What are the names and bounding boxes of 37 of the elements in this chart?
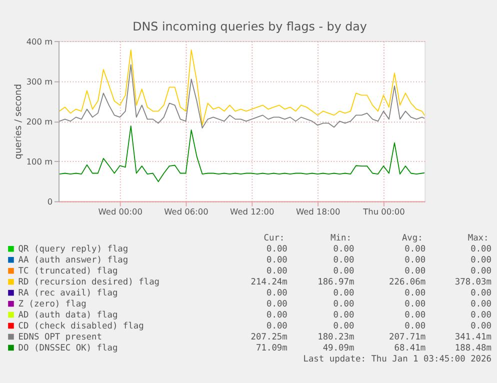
line-series [59, 49, 425, 126]
legend-label: EDNS OPT present [18, 332, 102, 342]
x-tick-label: Wed 12:00 [230, 206, 274, 217]
y-axis-title: queries / second [14, 84, 24, 160]
legend-label: RD (recursion desired) flag [18, 278, 160, 288]
x-tick-label: Wed 00:00 [98, 206, 142, 217]
x-tick-label: Wed 18:00 [296, 206, 340, 217]
text: 0.00 0.00 0.00 0.00 [266, 310, 492, 321]
legend-label: QR (query reply) flag [18, 244, 128, 255]
y-tick-label: 400 m [26, 36, 53, 46]
legend-label: Z (zero) flag [18, 300, 86, 310]
legend-label: CD (check disabled) flag [18, 322, 144, 332]
y-tick-label: 0 [47, 196, 53, 206]
legend-label: DO (DNSSEC OK) flag [18, 343, 118, 354]
x-tick-label: Wed 06:00 [164, 206, 208, 217]
y-tick-label: 200 m [26, 116, 53, 126]
legend-label: RA (rec avail) flag [18, 288, 118, 299]
text: 207.25m 180.23m 207.71m 341.41m [250, 332, 492, 342]
chart-title: DNS incoming queries by flags - by day [132, 20, 367, 34]
text: 0.00 0.00 0.00 0.00 [266, 322, 492, 332]
x-tick-label: Thu 00:00 [362, 206, 405, 217]
line-series [59, 64, 425, 128]
y-tick-label: 100 m [26, 156, 53, 166]
text: 214.24m 186.97m 226.06m 378.03m [250, 278, 492, 288]
legend-label: TC (truncated) flag [18, 266, 118, 277]
text: 0.00 0.00 0.00 0.00 [266, 244, 492, 255]
legend-label: AD (auth data) flag [18, 310, 118, 321]
text: Last update: Thu Jan 1 03:45:00 2026 [303, 354, 492, 364]
text: 0.00 0.00 0.00 0.00 [266, 256, 492, 266]
legend-label: AA (auth answer) flag [18, 256, 128, 266]
text: 0.00 0.00 0.00 0.00 [266, 300, 492, 310]
y-tick-label: 300 m [26, 76, 53, 86]
line-series [59, 126, 425, 182]
text: 0.00 0.00 0.00 0.00 [266, 288, 492, 299]
text: 0.00 0.00 0.00 0.00 [266, 266, 492, 277]
text: 71.09m 49.09m 68.41m 188.48m [256, 343, 492, 354]
text: Cur: Min: Avg: Max: [264, 234, 489, 244]
